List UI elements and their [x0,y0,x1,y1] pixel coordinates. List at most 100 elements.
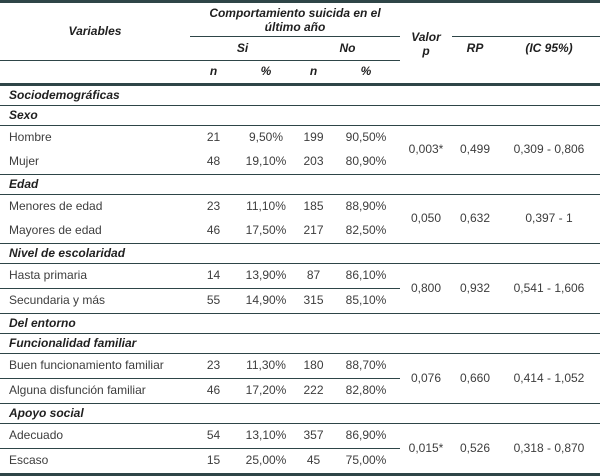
row-label: Hasta primaria [0,263,190,289]
p-value-cell: 0,076 [410,370,442,385]
section-row: Sexo [0,105,600,126]
n-si-cell: 55 [206,293,221,307]
n-si-cell: 48 [206,154,221,168]
n-no-header: n [295,60,332,86]
pct-si-cell: 13,90% [237,263,295,289]
section-title: Del entorno [0,313,600,334]
n-si-cell: 54 [190,423,237,449]
header-row-1: Variables Comportamiento suicida en el ú… [0,1,600,86]
pct-si-cell: 13,10% [237,423,295,449]
section-row: Sociodemográficas [0,84,600,106]
n-no-cell: 185 [303,199,324,213]
p-value-cell: 0,800 [410,280,442,295]
ic-spacer [498,60,600,86]
group-header-label: Comportamiento suicida en el último año [209,6,381,34]
section-title: Funcionalidad familiar [0,333,600,354]
p-value-cell: 0,050 [410,211,442,225]
section-title: Apoyo social [0,403,600,424]
data-row: Hombre 21 9,50% 199 90,50% 0,003* 0,499 … [0,126,600,156]
pct-si-cell: 19,10% [245,154,287,168]
header-row-3: n % n % [0,60,600,86]
p-value-cell: 0,015* [408,440,444,455]
table-header: Variables Comportamiento suicida en el ú… [0,1,600,86]
n-no-cell: 357 [295,423,332,449]
row-label: Mujer [9,154,40,168]
valor-label: Valor [411,30,441,44]
rp-cell: 0,632 [459,211,491,225]
n-si-cell: 15 [206,453,221,467]
section-title: Sexo [0,105,600,126]
data-row: Hasta primaria 14 13,90% 87 86,10% 0,800… [0,263,600,294]
section-title: Sociodemográficas [0,84,600,106]
n-no-cell: 87 [295,263,332,289]
no-header: No [295,36,400,61]
ic-cell: 0,541 - 1,606 [513,280,585,295]
pct-si-cell: 17,50% [245,223,287,237]
row-label: Mayores de edad [9,223,102,237]
rp-cell: 0,660 [459,370,491,385]
row-label: Alguna disfunción familiar [9,383,146,397]
row-label: Buen funcionamiento familiar [0,353,190,379]
n-no-cell: 217 [303,223,324,237]
n-si-cell: 46 [206,223,221,237]
ic-cell: 0,397 - 1 [525,211,573,225]
data-row: Escaso 15 25,00% 45 75,00% [0,449,600,475]
data-row: Buen funcionamiento familiar 23 11,30% 1… [0,353,600,384]
n-no-cell: 222 [303,383,324,397]
group-header: Comportamiento suicida en el último año [190,1,400,37]
si-header: Si [190,36,295,61]
pct-si-cell: 9,50% [248,130,284,144]
row-label: Escaso [9,453,49,467]
variables-header: Variables [0,1,190,61]
section-title: Edad [0,174,600,195]
rp-header: RP [466,41,484,56]
pct-no-cell: 88,70% [332,353,400,379]
n-no-cell: 203 [303,154,324,168]
section-title: Nivel de escolaridad [0,243,600,264]
ic-header: (IC 95%) [525,41,573,56]
pct-no-cell: 90,50% [345,130,387,144]
ic-cell: 0,309 - 0,806 [513,142,585,156]
pct-no-cell: 86,90% [332,423,400,449]
pct-no-cell: 85,10% [345,293,387,307]
rp-cell: 0,932 [459,280,491,295]
pct-si-cell: 14,90% [245,293,287,307]
n-no-cell: 199 [303,130,324,144]
p-label: p [422,44,430,58]
data-row: Adecuado 54 13,10% 357 86,90% 0,015* 0,5… [0,423,600,454]
pct-no-cell: 82,50% [345,223,387,237]
data-row: Alguna disfunción familiar 46 17,20% 222… [0,379,600,404]
data-row: Mayores de edad 46 17,50% 217 82,50% [0,219,600,244]
n-si-cell: 23 [206,199,221,213]
data-row: Secundaria y más 55 14,90% 315 85,10% [0,289,600,314]
ic-cell: 0,414 - 1,052 [513,370,585,385]
row-label: Adecuado [0,423,190,449]
pct-si-cell: 11,10% [246,199,286,213]
pct-si-cell: 25,00% [245,453,287,467]
pct-si-header: % [237,60,295,86]
data-row: Menores de edad 23 11,10% 185 88,90% 0,0… [0,195,600,225]
row-label: Secundaria y más [9,293,106,307]
n-si-cell: 14 [190,263,237,289]
pct-no-cell: 86,10% [332,263,400,289]
p-value-cell: 0,003* [408,142,444,156]
variables-spacer [0,60,190,86]
header-spacer [452,1,600,37]
n-no-cell: 45 [306,453,321,467]
n-si-cell: 21 [206,130,221,144]
section-row: Funcionalidad familiar [0,333,600,354]
section-row: Del entorno [0,313,600,334]
ic-cell: 0,318 - 0,870 [513,440,585,455]
pct-no-cell: 82,80% [345,383,387,397]
pct-no-header: % [332,60,400,86]
section-row: Nivel de escolaridad [0,243,600,264]
n-si-header: n [190,60,237,86]
rp-cell: 0,526 [459,440,491,455]
pct-no-cell: 75,00% [345,453,387,467]
rp-cell: 0,499 [459,142,491,156]
pct-si-cell: 11,30% [237,353,295,379]
n-si-cell: 23 [190,353,237,379]
rp-spacer [452,60,498,86]
section-row: Apoyo social [0,403,600,424]
header-row-2: Si No RP (IC 95%) [0,36,600,61]
